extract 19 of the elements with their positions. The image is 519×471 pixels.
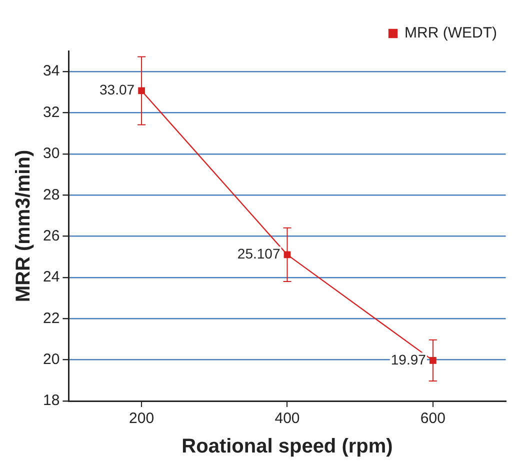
legend-label: MRR (WEDT) xyxy=(404,24,498,42)
y-tick-label: 22 xyxy=(42,310,60,327)
data-label: 33.07 xyxy=(99,82,135,98)
x-axis-title: Roational speed (rpm) xyxy=(182,436,393,458)
x-tick-label: 600 xyxy=(420,410,446,428)
y-tick-label: 28 xyxy=(42,186,60,204)
data-label: 19.97 xyxy=(390,351,426,368)
y-tick-label: 34 xyxy=(42,62,60,80)
x-tick-label: 200 xyxy=(129,410,154,428)
y-axis-title: MRR (mm3/min) xyxy=(12,150,35,302)
y-tick-label: 26 xyxy=(42,227,60,244)
point xyxy=(430,357,436,364)
y-tick-label: 20 xyxy=(42,350,60,368)
y-tick-label: 18 xyxy=(42,392,60,410)
data-label: 25.107 xyxy=(237,246,280,262)
x-tick-label: 400 xyxy=(274,410,300,428)
y-tick-label: 32 xyxy=(42,104,60,121)
y-tick-label: 30 xyxy=(42,145,60,162)
y-tick-label: 24 xyxy=(42,268,60,286)
